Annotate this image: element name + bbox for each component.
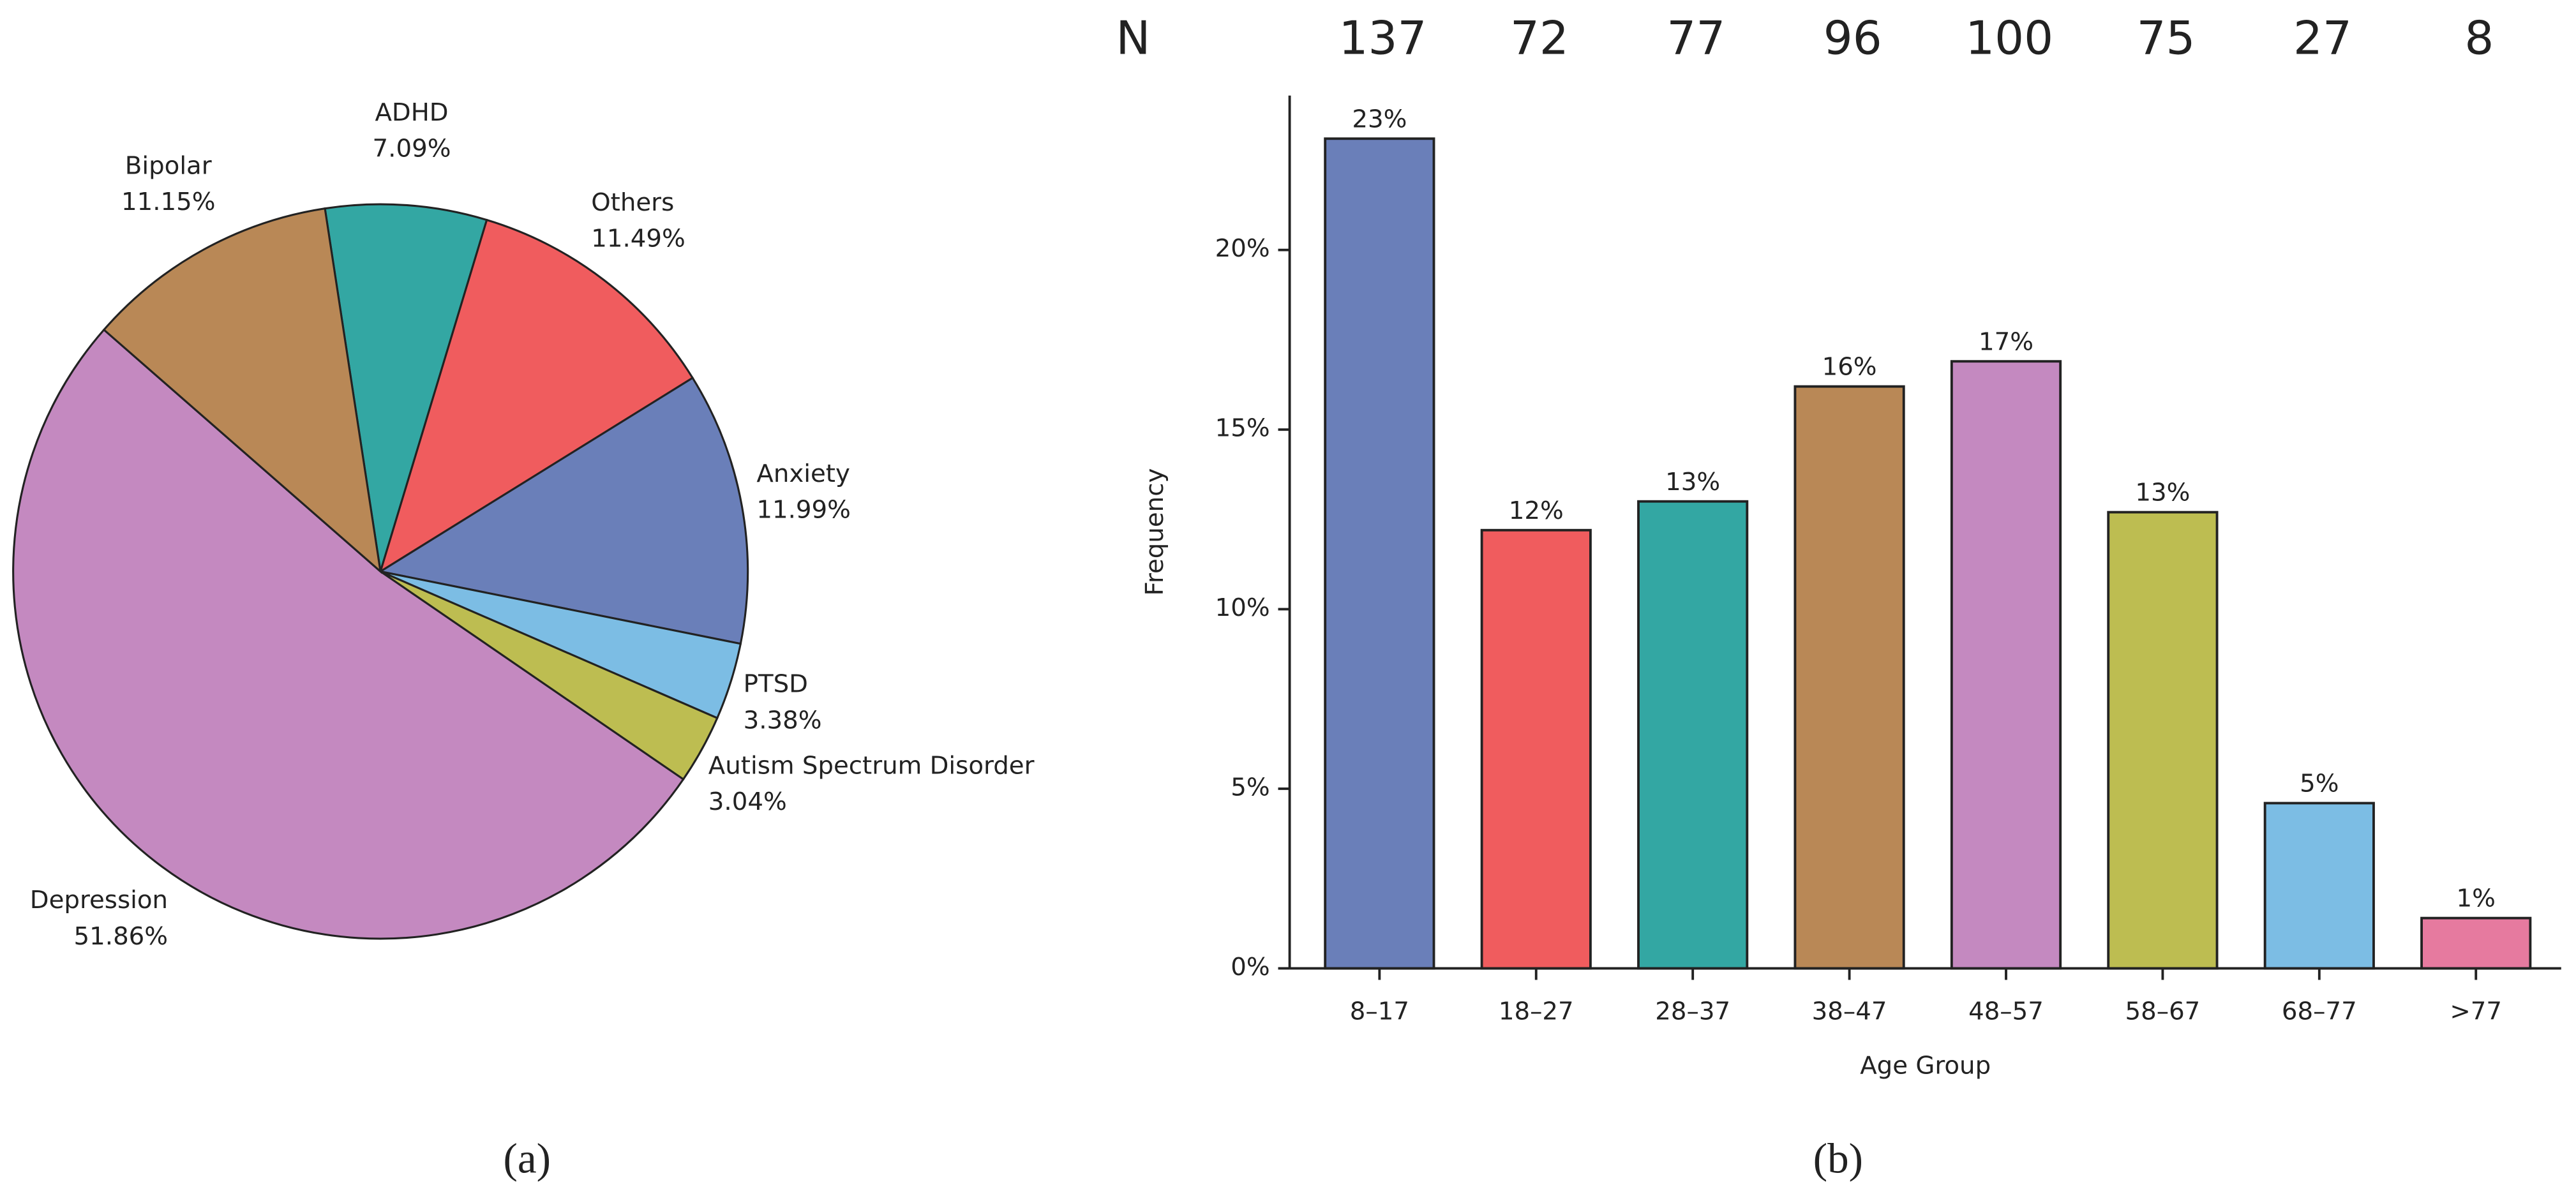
n-value: 8 xyxy=(2464,12,2494,66)
n-value: 77 xyxy=(1666,12,1725,66)
slice-value-label: 3.04% xyxy=(708,787,787,816)
x-tick-label: 8–17 xyxy=(1350,997,1409,1026)
slice-label: ADHD xyxy=(375,98,448,127)
x-axis-label: Age Group xyxy=(1860,1052,1991,1080)
x-tick-label: 38–47 xyxy=(1812,997,1887,1026)
bar xyxy=(1950,360,2062,970)
n-value: 100 xyxy=(1965,12,2053,66)
bar xyxy=(2263,802,2375,970)
pie-slice xyxy=(324,203,488,572)
bar xyxy=(2420,916,2532,970)
bar xyxy=(1324,137,1435,970)
bar xyxy=(2107,511,2219,970)
pie-slice xyxy=(378,218,694,574)
y-tick-label: 10% xyxy=(1215,593,1270,622)
slice-value-label: 11.99% xyxy=(756,496,851,525)
bar xyxy=(1637,500,1749,970)
x-tick-label: 58–67 xyxy=(2125,997,2201,1026)
n-value: 72 xyxy=(1510,12,1569,66)
bar-value-label: 5% xyxy=(2300,770,2339,798)
x-tick-label: 28–37 xyxy=(1655,997,1730,1026)
x-tick-label: 48–57 xyxy=(1968,997,2044,1026)
slice-value-label: 11.15% xyxy=(121,188,216,216)
slice-value-label: 3.38% xyxy=(744,706,822,735)
bar-caption: (b) xyxy=(1813,1134,1863,1182)
n-label: N xyxy=(1116,12,1150,66)
slice-value-label: 51.86% xyxy=(74,922,168,951)
bar-value-label: 1% xyxy=(2457,884,2496,913)
pie-slice xyxy=(377,377,749,645)
pie-slice xyxy=(12,328,685,940)
bar xyxy=(1793,385,1905,970)
slice-value-label: 7.09% xyxy=(373,135,451,163)
bar-value-label: 16% xyxy=(1822,353,1877,382)
y-tick-label: 0% xyxy=(1231,953,1269,981)
slice-value-label: 11.49% xyxy=(591,225,685,253)
y-axis-label: Frequency xyxy=(1141,468,1169,596)
bar-value-label: 23% xyxy=(1352,105,1407,133)
x-tick-label: >77 xyxy=(2450,997,2502,1026)
bar-value-label: 17% xyxy=(1979,327,2033,356)
y-tick-label: 5% xyxy=(1231,773,1269,802)
slice-label: PTSD xyxy=(744,670,808,699)
slice-label: Depression xyxy=(30,886,168,914)
slice-label: Anxiety xyxy=(756,459,850,488)
bar-value-label: 13% xyxy=(1665,468,1720,496)
y-tick-label: 15% xyxy=(1215,414,1270,443)
slice-label: Others xyxy=(591,188,674,217)
x-tick-label: 68–77 xyxy=(2282,997,2357,1026)
n-value: 27 xyxy=(2293,12,2352,66)
bar-value-label: 13% xyxy=(2135,479,2190,507)
bar xyxy=(1480,528,1592,970)
y-tick-label: 20% xyxy=(1215,234,1270,263)
n-value: 137 xyxy=(1339,12,1427,66)
pie-caption: (a) xyxy=(504,1134,551,1182)
slice-label: Bipolar xyxy=(125,151,212,180)
n-value: 96 xyxy=(1823,12,1882,66)
x-tick-label: 18–27 xyxy=(1499,997,1574,1026)
pie-slice xyxy=(102,207,382,574)
bar-value-label: 12% xyxy=(1509,496,1564,525)
slice-label: Autism Spectrum Disorder xyxy=(708,751,1035,780)
n-value: 75 xyxy=(2137,12,2196,66)
